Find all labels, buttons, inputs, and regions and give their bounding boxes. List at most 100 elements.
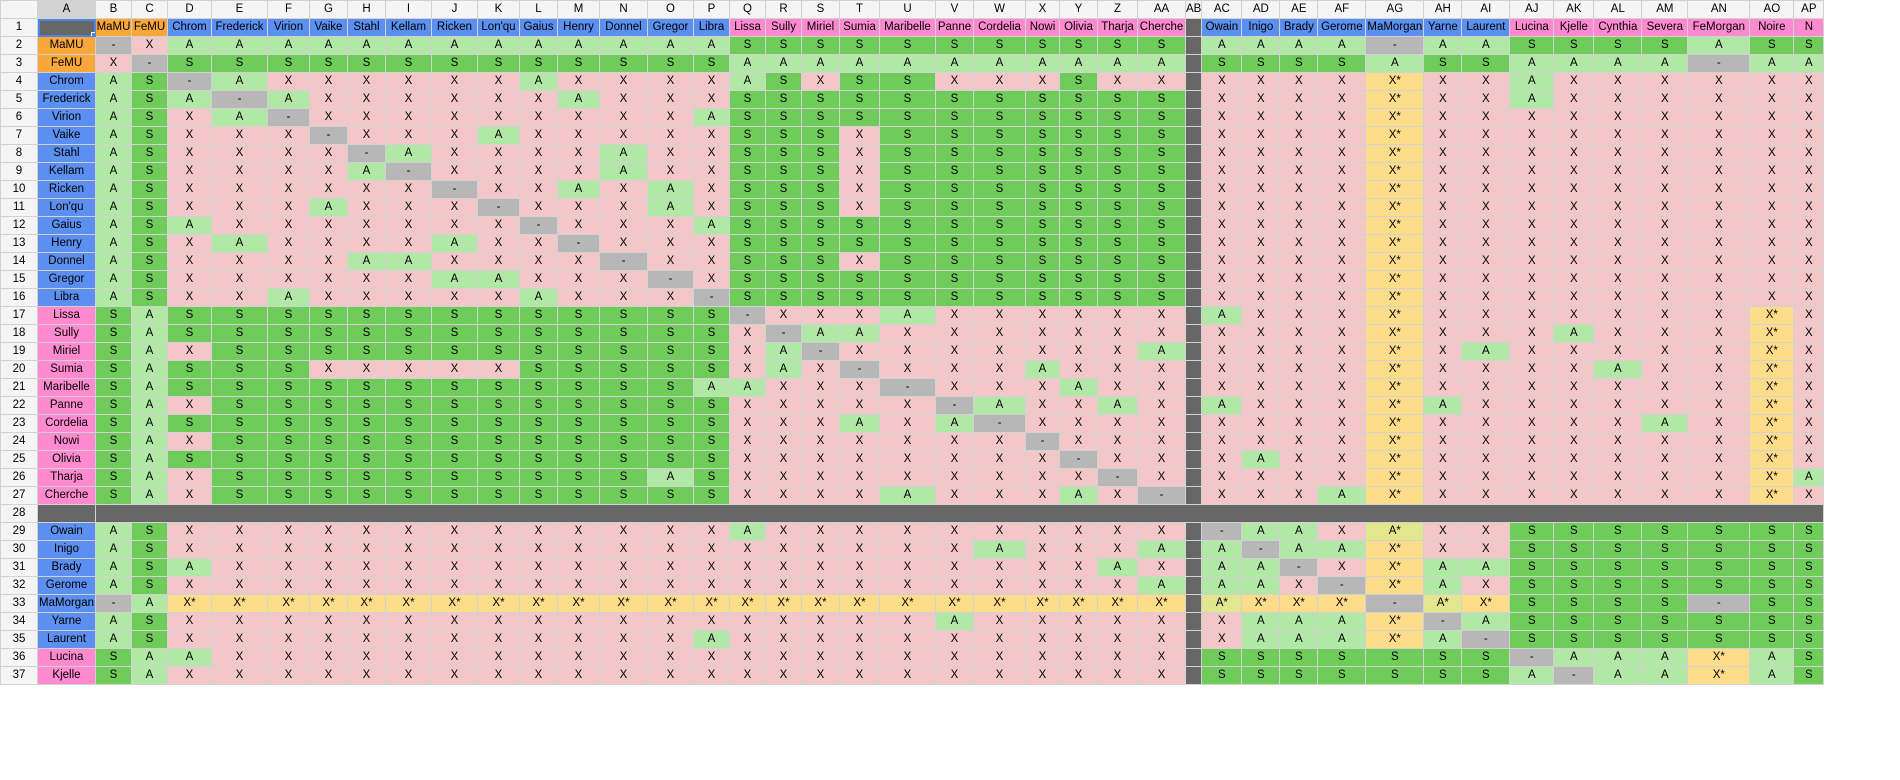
support-none[interactable]: X — [1279, 162, 1319, 181]
support-s[interactable]: S — [1137, 198, 1186, 217]
support-none[interactable]: X — [1025, 630, 1060, 649]
support-none[interactable]: X — [647, 108, 694, 127]
support-none[interactable]: X — [1461, 108, 1511, 127]
support-none[interactable]: X — [1687, 468, 1751, 487]
support-a[interactable]: A — [167, 36, 212, 55]
support-none[interactable]: X — [1641, 198, 1689, 217]
support-none[interactable]: X — [347, 522, 386, 541]
support-none[interactable]: X — [1097, 450, 1138, 469]
row-label-mamorgan[interactable]: MaMorgan — [37, 594, 96, 613]
support-none[interactable]: X — [477, 576, 520, 595]
support-s[interactable]: S — [1201, 666, 1243, 685]
support-none[interactable]: X — [801, 486, 840, 505]
support-none[interactable]: X — [347, 270, 386, 289]
support-none[interactable]: X — [1793, 432, 1825, 451]
support-s[interactable]: S — [729, 144, 766, 163]
support-a[interactable]: A — [167, 648, 212, 667]
support-none[interactable]: X — [1241, 108, 1281, 127]
support-none[interactable]: X — [1279, 144, 1319, 163]
support-none[interactable]: X — [1461, 270, 1511, 289]
support-none-conditional[interactable]: X* — [599, 594, 648, 613]
support-s[interactable]: S — [765, 90, 802, 109]
support-none[interactable]: X — [1241, 486, 1281, 505]
support-none[interactable]: X — [477, 252, 520, 271]
header-cell-chrom[interactable]: Chrom — [167, 18, 212, 37]
support-none[interactable]: X — [1687, 450, 1751, 469]
support-none[interactable]: X — [1097, 540, 1138, 559]
support-none-conditional[interactable]: X* — [1365, 108, 1425, 127]
support-s[interactable]: S — [647, 54, 694, 73]
support-none[interactable]: X — [879, 576, 936, 595]
support-a[interactable]: A — [935, 612, 974, 631]
support-none[interactable]: X — [839, 486, 880, 505]
support-none[interactable]: X — [1423, 288, 1463, 307]
support-none[interactable]: X — [309, 576, 348, 595]
support-a[interactable]: A — [95, 270, 132, 289]
support-none[interactable]: X — [879, 432, 936, 451]
support-a[interactable]: A — [1593, 54, 1643, 73]
support-s[interactable]: S — [347, 54, 386, 73]
support-none[interactable]: X — [1461, 234, 1511, 253]
support-s[interactable]: S — [1137, 126, 1186, 145]
support-none[interactable]: X — [1553, 360, 1595, 379]
row-header-21[interactable]: 21 — [0, 378, 38, 397]
support-s[interactable]: S — [1137, 252, 1186, 271]
support-none[interactable]: X — [167, 288, 212, 307]
header-cell-cynthia[interactable]: Cynthia — [1593, 18, 1643, 37]
support-none[interactable]: X — [729, 576, 766, 595]
support-s[interactable]: S — [95, 450, 132, 469]
header-cell-ricken[interactable]: Ricken — [431, 18, 478, 37]
support-none[interactable]: X — [1059, 306, 1098, 325]
support-s[interactable]: S — [1687, 558, 1751, 577]
support-s[interactable]: S — [1641, 612, 1689, 631]
support-a[interactable]: A — [1749, 666, 1795, 685]
support-none[interactable]: X — [211, 666, 268, 685]
support-none[interactable]: X — [347, 126, 386, 145]
support-s[interactable]: S — [1687, 576, 1751, 595]
support-none-conditional[interactable]: X* — [1365, 72, 1425, 91]
support-s[interactable]: S — [839, 36, 880, 55]
column-header-j[interactable]: J — [431, 0, 478, 19]
support-none[interactable]: X — [1025, 414, 1060, 433]
support-none[interactable]: X — [1793, 396, 1825, 415]
support-s[interactable]: S — [1793, 558, 1825, 577]
support-s[interactable]: S — [167, 450, 212, 469]
support-none[interactable]: X — [557, 540, 600, 559]
support-a[interactable]: A — [131, 432, 168, 451]
row-label-cherche[interactable]: Cherche — [37, 486, 96, 505]
table-row[interactable]: 19 Miriel S A X S S S S S S S S S S S S X A - X X X X X X X A X X X X X*… — [0, 342, 1825, 361]
support-s[interactable]: S — [519, 414, 558, 433]
support-s[interactable]: S — [1137, 36, 1186, 55]
support-a[interactable]: A — [131, 468, 168, 487]
support-none[interactable]: X — [1641, 162, 1689, 181]
support-s[interactable]: S — [693, 324, 730, 343]
support-none[interactable]: X — [477, 522, 520, 541]
support-none[interactable]: X — [1687, 144, 1751, 163]
support-none-conditional[interactable]: X* — [1749, 414, 1795, 433]
support-s[interactable]: S — [267, 342, 310, 361]
support-a[interactable]: A — [1317, 540, 1367, 559]
support-none[interactable]: X — [599, 612, 648, 631]
row-header-5[interactable]: 5 — [0, 90, 38, 109]
support-none[interactable]: X — [1317, 468, 1367, 487]
support-none[interactable]: X — [765, 648, 802, 667]
support-none[interactable]: X — [309, 558, 348, 577]
support-none[interactable]: X — [1687, 252, 1751, 271]
support-none[interactable]: X — [477, 360, 520, 379]
support-none[interactable]: X — [765, 468, 802, 487]
support-s[interactable]: S — [211, 414, 268, 433]
header-cell-donnel[interactable]: Donnel — [599, 18, 648, 37]
support-self[interactable]: - — [801, 342, 840, 361]
support-a[interactable]: A — [1241, 522, 1281, 541]
support-a[interactable]: A — [1461, 36, 1511, 55]
support-s[interactable]: S — [879, 288, 936, 307]
support-a[interactable]: A — [839, 414, 880, 433]
support-none-conditional[interactable]: X* — [1749, 468, 1795, 487]
support-none[interactable]: X — [973, 558, 1026, 577]
support-none[interactable]: X — [519, 540, 558, 559]
support-none[interactable]: X — [167, 522, 212, 541]
header-cell-divider[interactable] — [1184, 18, 1203, 37]
support-a[interactable]: A — [879, 54, 936, 73]
support-none[interactable]: X — [385, 234, 432, 253]
support-self[interactable]: - — [1097, 468, 1138, 487]
